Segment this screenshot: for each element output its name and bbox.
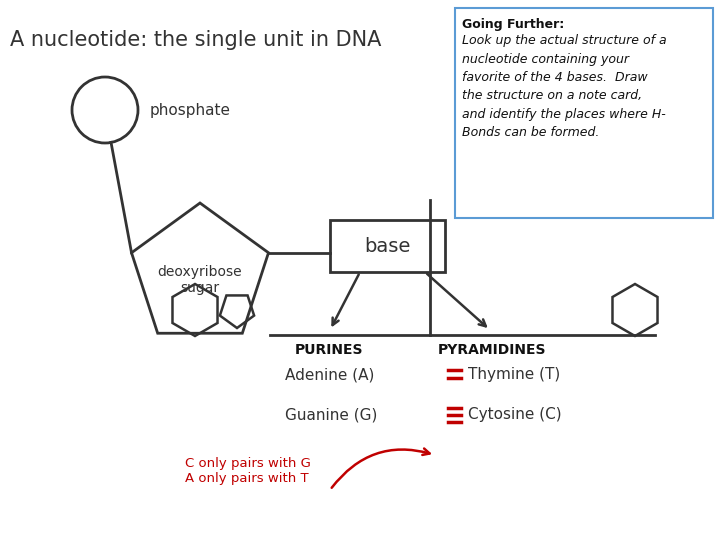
Text: A nucleotide: the single unit in DNA: A nucleotide: the single unit in DNA xyxy=(10,30,382,50)
Text: Adenine (A): Adenine (A) xyxy=(285,368,374,382)
Text: base: base xyxy=(364,237,410,255)
Text: Going Further:: Going Further: xyxy=(462,18,564,31)
Text: deoxyribose
sugar: deoxyribose sugar xyxy=(158,265,243,295)
Text: Guanine (G): Guanine (G) xyxy=(285,408,377,422)
Text: Cytosine (C): Cytosine (C) xyxy=(468,408,562,422)
FancyBboxPatch shape xyxy=(455,8,713,218)
FancyBboxPatch shape xyxy=(330,220,445,272)
Text: C only pairs with G
A only pairs with T: C only pairs with G A only pairs with T xyxy=(185,457,311,485)
Text: PURINES: PURINES xyxy=(295,343,364,357)
FancyArrowPatch shape xyxy=(332,449,430,488)
Text: Look up the actual structure of a
nucleotide containing your
favorite of the 4 b: Look up the actual structure of a nucleo… xyxy=(462,34,667,139)
Text: phosphate: phosphate xyxy=(150,103,231,118)
Text: Thymine (T): Thymine (T) xyxy=(468,368,560,382)
Text: PYRAMIDINES: PYRAMIDINES xyxy=(438,343,546,357)
